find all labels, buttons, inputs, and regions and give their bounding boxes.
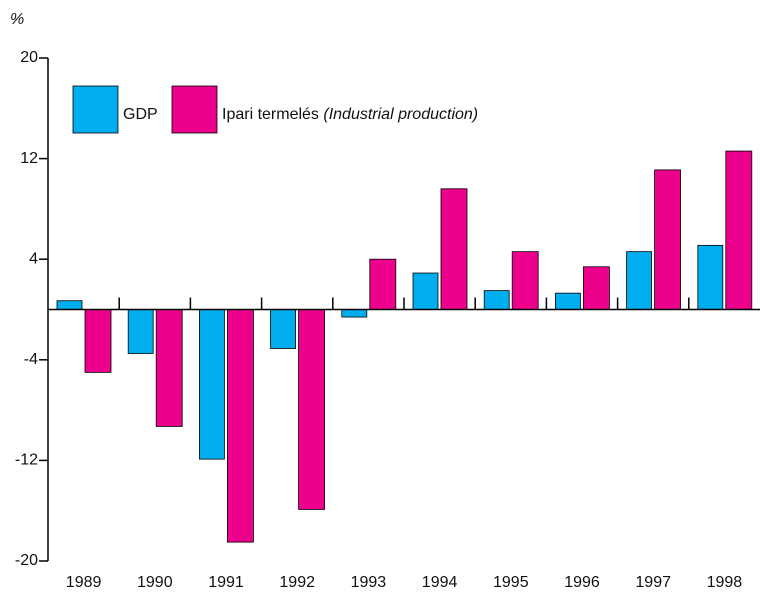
y-tick-label: -20	[15, 552, 38, 569]
y-tick-label: 4	[29, 250, 38, 267]
x-tick-label: 1994	[422, 574, 458, 591]
legend-label: GDP	[123, 106, 158, 123]
bar	[155, 309, 183, 427]
bar	[725, 150, 753, 310]
y-tick-label: -12	[15, 452, 38, 469]
bar	[412, 272, 439, 310]
bar	[654, 169, 681, 310]
bar	[440, 188, 468, 310]
y-tick-label: 12	[20, 150, 38, 167]
y-tick-label: -4	[24, 351, 38, 368]
bar	[298, 309, 326, 510]
x-tick-label: 1989	[66, 574, 102, 591]
bar	[555, 292, 581, 310]
bar	[226, 309, 254, 543]
x-tick-label: 1996	[564, 574, 600, 591]
bar	[341, 309, 368, 318]
bar	[583, 266, 610, 310]
bar	[511, 251, 539, 310]
bar	[626, 251, 652, 310]
x-tick-label: 1993	[351, 574, 387, 591]
legend-label: Ipari termelés (Industrial production)	[222, 106, 478, 123]
x-tick-label: 1997	[635, 574, 671, 591]
legend-swatch	[171, 85, 218, 134]
x-tick-label: 1995	[493, 574, 529, 591]
x-tick-label: 1990	[137, 574, 173, 591]
x-tick-label: 1992	[279, 574, 315, 591]
y-tick-label: 20	[20, 49, 38, 66]
bar	[483, 290, 510, 310]
bar	[697, 244, 724, 310]
bar	[127, 309, 154, 354]
x-tick-label: 1991	[208, 574, 244, 591]
bar	[198, 309, 225, 460]
bar	[369, 258, 397, 310]
bar	[56, 300, 83, 310]
y-axis-label: %	[10, 11, 24, 28]
bar	[84, 309, 112, 373]
bar	[270, 309, 297, 349]
x-tick-label: 1998	[707, 574, 743, 591]
legend-swatch	[72, 85, 119, 134]
